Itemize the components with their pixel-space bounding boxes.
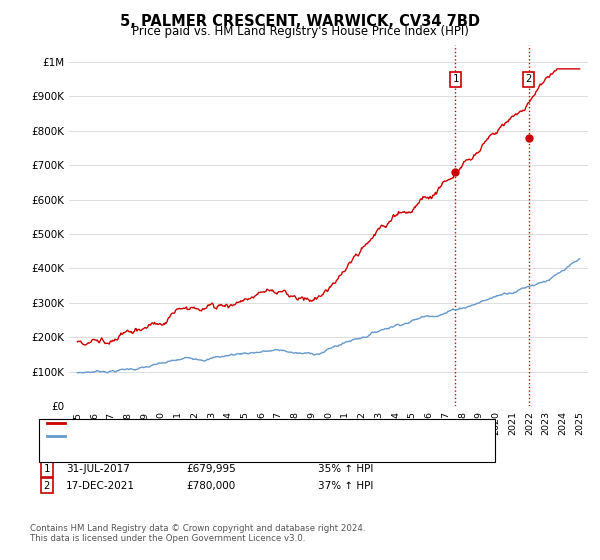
Text: 5, PALMER CRESCENT, WARWICK, CV34 7BD: 5, PALMER CRESCENT, WARWICK, CV34 7BD bbox=[120, 14, 480, 29]
Text: This data is licensed under the Open Government Licence v3.0.: This data is licensed under the Open Gov… bbox=[30, 534, 305, 543]
Text: 31-JUL-2017: 31-JUL-2017 bbox=[66, 464, 130, 474]
Text: Contains HM Land Registry data © Crown copyright and database right 2024.: Contains HM Land Registry data © Crown c… bbox=[30, 524, 365, 533]
Text: £679,995: £679,995 bbox=[186, 464, 236, 474]
Text: 1: 1 bbox=[44, 464, 50, 474]
Text: 5, PALMER CRESCENT, WARWICK, CV34 7BD (detached house): 5, PALMER CRESCENT, WARWICK, CV34 7BD (d… bbox=[67, 418, 392, 428]
Text: 2: 2 bbox=[526, 74, 532, 84]
Text: 37% ↑ HPI: 37% ↑ HPI bbox=[318, 480, 373, 491]
Text: £780,000: £780,000 bbox=[186, 480, 235, 491]
Text: 17-DEC-2021: 17-DEC-2021 bbox=[66, 480, 135, 491]
Text: 2: 2 bbox=[44, 480, 50, 491]
Text: 35% ↑ HPI: 35% ↑ HPI bbox=[318, 464, 373, 474]
Text: HPI: Average price, detached house, Warwick: HPI: Average price, detached house, Warw… bbox=[67, 431, 304, 441]
Text: Price paid vs. HM Land Registry's House Price Index (HPI): Price paid vs. HM Land Registry's House … bbox=[131, 25, 469, 38]
Text: 1: 1 bbox=[452, 74, 458, 84]
